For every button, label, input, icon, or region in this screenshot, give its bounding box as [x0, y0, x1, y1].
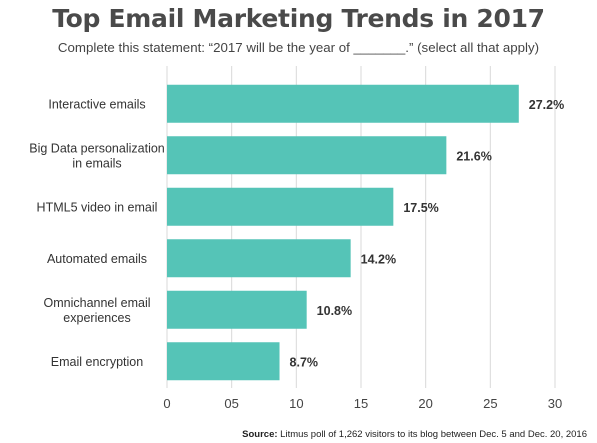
value-label: 21.6%	[456, 149, 491, 163]
value-label: 14.2%	[361, 252, 396, 266]
source-text: Litmus poll of 1,262 visitors to its blo…	[280, 429, 587, 440]
category-label: Automated emails	[47, 252, 147, 266]
chart-title: Top Email Marketing Trends in 2017	[52, 4, 545, 33]
x-tick-label: 0	[163, 396, 170, 411]
category-label: Interactive emails	[48, 97, 145, 111]
value-label: 27.2%	[529, 98, 564, 112]
value-label: 10.8%	[317, 304, 352, 318]
bar-chart: 0 05 10 15 20 25 30 Interactive emails 27.2% Big …	[29, 66, 564, 411]
category-label: HTML5 video in email	[37, 200, 158, 214]
source-label: Source:	[242, 429, 278, 440]
x-tick-label: 15	[354, 396, 368, 411]
category-label: Email encryption	[51, 355, 143, 369]
bar	[167, 136, 447, 175]
bar	[167, 84, 519, 123]
value-label: 17.5%	[403, 201, 438, 215]
chart-subtitle: Complete this statement: “2017 will be t…	[57, 40, 540, 55]
bar	[167, 239, 351, 278]
source-note: Source: Litmus poll of 1,262 visitors to…	[242, 429, 587, 440]
category-label: in emails	[72, 156, 121, 170]
category-label: Omnichannel email	[44, 296, 151, 310]
x-tick-label: 25	[483, 396, 497, 411]
bar	[167, 342, 280, 381]
bar	[167, 187, 394, 226]
x-tick-label: 10	[289, 396, 303, 411]
bar	[167, 290, 307, 329]
value-label: 8.7%	[290, 355, 319, 369]
x-tick-label: 05	[224, 396, 238, 411]
x-tick-label: 20	[418, 396, 432, 411]
x-tick-label: 30	[548, 396, 562, 411]
category-label: experiences	[63, 311, 130, 325]
category-label: Big Data personalization	[29, 141, 165, 155]
